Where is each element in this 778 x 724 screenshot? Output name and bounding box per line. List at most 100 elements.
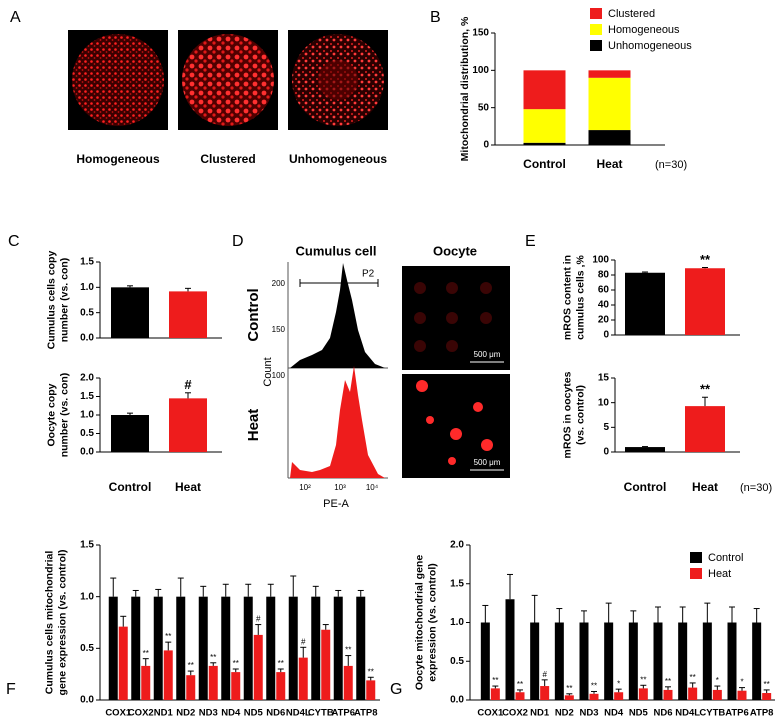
- sample-size: (n=30): [740, 482, 772, 494]
- tick-label: 10³: [334, 483, 346, 492]
- x-tick-label: COX1: [477, 708, 504, 719]
- tick-label: 10²: [299, 483, 311, 492]
- caption: Unhomogeneous: [289, 152, 387, 166]
- y-tick-label: 0: [483, 140, 489, 151]
- y-tick-label: 5: [603, 422, 609, 433]
- bar: [628, 622, 638, 700]
- y-tick-label: 100: [472, 65, 489, 76]
- oocyte-center: [318, 60, 358, 100]
- x-tick-label: ND2: [555, 708, 574, 719]
- bar: [523, 142, 566, 145]
- bar: [221, 596, 231, 700]
- bar: [311, 596, 321, 700]
- y-axis-label: mROS content in: [561, 255, 573, 340]
- significance: **: [591, 682, 597, 691]
- x-tick-label: ND4L: [286, 708, 311, 719]
- caption: Clustered: [200, 152, 255, 166]
- significance: *: [617, 679, 620, 688]
- y-tick-label: 50: [478, 102, 490, 113]
- x-tick-label: ND5: [629, 708, 649, 719]
- bar: [480, 622, 490, 700]
- bar: [515, 692, 525, 700]
- y-axis-label: gene expression (vs. control): [56, 550, 68, 696]
- y-tick-label: 100: [592, 255, 609, 266]
- x-tick-label: COX2: [502, 708, 528, 719]
- y-tick-label: 1.0: [450, 617, 464, 628]
- significance: **: [165, 632, 171, 641]
- significance: *: [740, 678, 743, 687]
- bar: [333, 596, 343, 700]
- significance: **: [700, 252, 711, 267]
- oocytes: [414, 282, 492, 352]
- x-tick-label: ND2: [176, 708, 195, 719]
- y-tick-label: 0: [603, 447, 609, 458]
- bar: [490, 688, 500, 700]
- x-tick-label: ATP8: [354, 708, 378, 719]
- y-tick-label: 1.0: [80, 591, 94, 602]
- y-tick-label: 1.5: [450, 578, 464, 589]
- bar: [540, 686, 550, 700]
- bar: [131, 596, 141, 700]
- bar: [614, 692, 624, 700]
- y-axis-label: number (vs. con): [58, 258, 70, 343]
- bar: [663, 689, 673, 700]
- significance: #: [256, 615, 261, 624]
- panel-letter: B: [430, 9, 441, 26]
- axis-label: PE-A: [323, 498, 349, 510]
- bar: [588, 77, 631, 131]
- significance: #: [542, 670, 547, 679]
- y-tick-label: 0.5: [80, 643, 94, 654]
- bar: [588, 70, 631, 78]
- bar: [141, 665, 151, 700]
- bar: [111, 287, 149, 338]
- y-axis-label: Cumulus cells copy: [45, 251, 57, 350]
- bar: [356, 596, 366, 700]
- y-tick-label: 20: [598, 315, 610, 326]
- x-tick-label: Control: [624, 480, 667, 494]
- significance: **: [210, 653, 216, 662]
- bar: [169, 291, 207, 338]
- x-tick-label: ATP6: [725, 708, 749, 719]
- legend-label: Homogeneous: [608, 24, 680, 36]
- bar: [625, 447, 665, 452]
- y-axis-label: Oocyte mitochondrial gene: [413, 555, 425, 691]
- x-tick-label: Heat: [175, 480, 201, 494]
- bar: [366, 680, 376, 700]
- significance: **: [665, 677, 671, 686]
- significance: **: [345, 646, 351, 655]
- panel-letter: D: [232, 233, 244, 250]
- y-axis-label: mROS in oocytes: [561, 371, 573, 458]
- legend-swatch: [590, 24, 602, 35]
- bar: [727, 622, 737, 700]
- x-tick-label: ND4: [221, 708, 241, 719]
- y-tick-label: 1.5: [80, 391, 94, 402]
- y-tick-label: 0.5: [80, 307, 94, 318]
- oocyte: [72, 34, 164, 126]
- x-tick-label: ND5: [244, 708, 264, 719]
- bar: [169, 398, 207, 452]
- y-tick-label: 60: [598, 285, 610, 296]
- x-tick-label: ND4L: [675, 708, 700, 719]
- scale-label: 500 μm: [474, 350, 501, 359]
- bar: [653, 622, 663, 700]
- significance: #: [301, 637, 306, 646]
- column-header: Cumulus cell: [296, 243, 377, 258]
- bar: [163, 650, 173, 700]
- y-tick-label: 1.0: [80, 410, 94, 421]
- x-tick-label: Heat: [692, 480, 718, 494]
- x-tick-label: ATP6: [331, 708, 355, 719]
- bar: [186, 675, 196, 700]
- y-tick-label: 1.5: [80, 540, 94, 551]
- bar: [604, 622, 614, 700]
- legend-label: Unhomogeneous: [608, 40, 692, 52]
- bar: [343, 665, 353, 700]
- significance: #: [184, 377, 192, 392]
- bar: [762, 693, 772, 700]
- y-axis-label: cumulus cells ,%: [574, 255, 586, 340]
- legend-label: Control: [708, 552, 743, 564]
- significance: **: [517, 680, 523, 689]
- bar: [712, 689, 722, 700]
- tick-label: 200: [272, 279, 286, 288]
- y-tick-label: 150: [472, 28, 489, 39]
